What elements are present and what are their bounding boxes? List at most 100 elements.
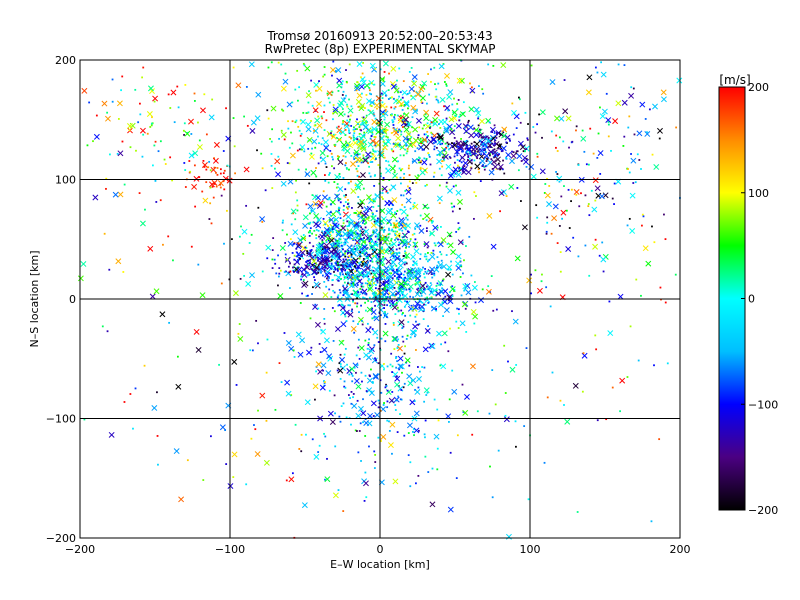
- data-point-dot: [408, 124, 410, 127]
- data-point-cross: [562, 108, 569, 115]
- data-point-cross: [573, 188, 580, 195]
- data-point-dot: [666, 362, 669, 365]
- data-point-dot: [399, 176, 402, 179]
- data-point-dot: [397, 338, 400, 341]
- data-point-dot: [474, 152, 477, 155]
- data-point-dot: [371, 276, 374, 279]
- data-point-dot: [439, 251, 442, 253]
- data-point-dot: [381, 270, 384, 273]
- data-point-dot: [205, 133, 208, 136]
- data-point-dot: [352, 248, 355, 251]
- data-point-dot: [296, 204, 299, 207]
- data-point-dot: [484, 151, 487, 154]
- data-point-dot: [373, 174, 376, 177]
- data-point-dot: [369, 175, 372, 178]
- data-point-dot: [365, 390, 368, 392]
- data-point-dot: [419, 285, 421, 288]
- x-tick-label: 0: [377, 543, 384, 556]
- data-point-dot: [350, 423, 352, 426]
- data-point-dot: [462, 411, 465, 413]
- data-point-dot: [463, 289, 466, 292]
- data-point-dot: [418, 429, 420, 432]
- data-point-cross: [544, 192, 551, 199]
- data-point-cross: [455, 171, 462, 178]
- data-point-dot: [408, 92, 411, 94]
- data-point-dot: [363, 264, 366, 267]
- data-point-dot: [402, 176, 405, 179]
- data-point-dot: [364, 418, 367, 420]
- data-point-cross: [380, 433, 387, 440]
- data-point-dot: [351, 207, 353, 209]
- data-point-dot: [203, 166, 206, 168]
- data-point-dot: [374, 197, 377, 200]
- data-point-dot: [355, 354, 358, 357]
- data-point-dot: [413, 400, 416, 403]
- data-point-dot: [599, 106, 601, 109]
- data-point-dot: [299, 302, 302, 304]
- data-point-cross: [412, 108, 419, 115]
- data-point-cross: [347, 231, 354, 238]
- data-point-dot: [397, 238, 399, 241]
- data-point-dot: [305, 247, 308, 249]
- data-point-dot: [105, 187, 107, 190]
- data-point-dot: [403, 305, 406, 308]
- data-point-dot: [423, 273, 425, 275]
- data-point-dot: [473, 127, 476, 130]
- data-point-dot: [344, 155, 347, 158]
- data-point-dot: [482, 92, 485, 95]
- data-point-dot: [473, 322, 476, 325]
- data-point-dot: [491, 131, 494, 133]
- data-point-dot: [344, 196, 347, 199]
- data-point-dot: [415, 181, 418, 184]
- data-point-dot: [372, 292, 374, 295]
- data-point-dot: [646, 131, 648, 134]
- data-point-cross: [381, 144, 388, 151]
- data-point-cross: [410, 253, 417, 260]
- data-point-cross: [326, 353, 333, 360]
- data-point-dot: [409, 238, 412, 241]
- data-point-dot: [455, 231, 458, 233]
- data-point-dot: [392, 230, 395, 233]
- data-point-dot: [545, 286, 548, 289]
- data-point-dot: [379, 409, 382, 412]
- data-point-dot: [370, 105, 373, 107]
- data-point-cross: [153, 288, 160, 295]
- data-point-dot: [664, 238, 667, 241]
- data-point-cross: [447, 187, 453, 194]
- data-point-dot: [308, 90, 310, 93]
- data-point-dot: [387, 248, 389, 251]
- data-point-dot: [462, 272, 464, 275]
- data-point-cross: [324, 476, 331, 483]
- data-point-dot: [328, 228, 331, 230]
- data-point-dot: [376, 243, 379, 246]
- data-point-dot: [395, 268, 398, 271]
- data-point-cross: [319, 384, 326, 391]
- data-point-dot: [346, 105, 349, 108]
- data-point-dot: [399, 295, 401, 298]
- data-point-dot: [265, 371, 268, 374]
- data-point-dot: [489, 144, 491, 147]
- data-point-cross: [346, 292, 352, 299]
- data-point-dot: [314, 398, 316, 401]
- data-point-dot: [203, 93, 206, 96]
- data-point-cross: [628, 92, 635, 99]
- data-point-dot: [162, 243, 164, 246]
- data-point-cross: [511, 109, 517, 116]
- data-point-dot: [415, 482, 417, 485]
- data-point-dot: [627, 168, 629, 170]
- data-point-dot: [350, 282, 353, 285]
- data-point-cross: [560, 209, 567, 216]
- data-point-dot: [465, 152, 468, 154]
- data-point-dot: [267, 66, 270, 69]
- data-point-dot: [380, 259, 382, 262]
- data-point-dot: [467, 121, 470, 124]
- data-point-dot: [245, 483, 248, 486]
- data-point-dot: [404, 345, 406, 348]
- data-point-dot: [327, 181, 330, 184]
- data-point-dot: [393, 271, 396, 274]
- data-point-dot: [395, 301, 398, 304]
- data-point-dot: [340, 264, 343, 267]
- data-point-dot: [218, 363, 220, 366]
- data-point-dot: [359, 422, 362, 425]
- data-point-dot: [302, 111, 305, 114]
